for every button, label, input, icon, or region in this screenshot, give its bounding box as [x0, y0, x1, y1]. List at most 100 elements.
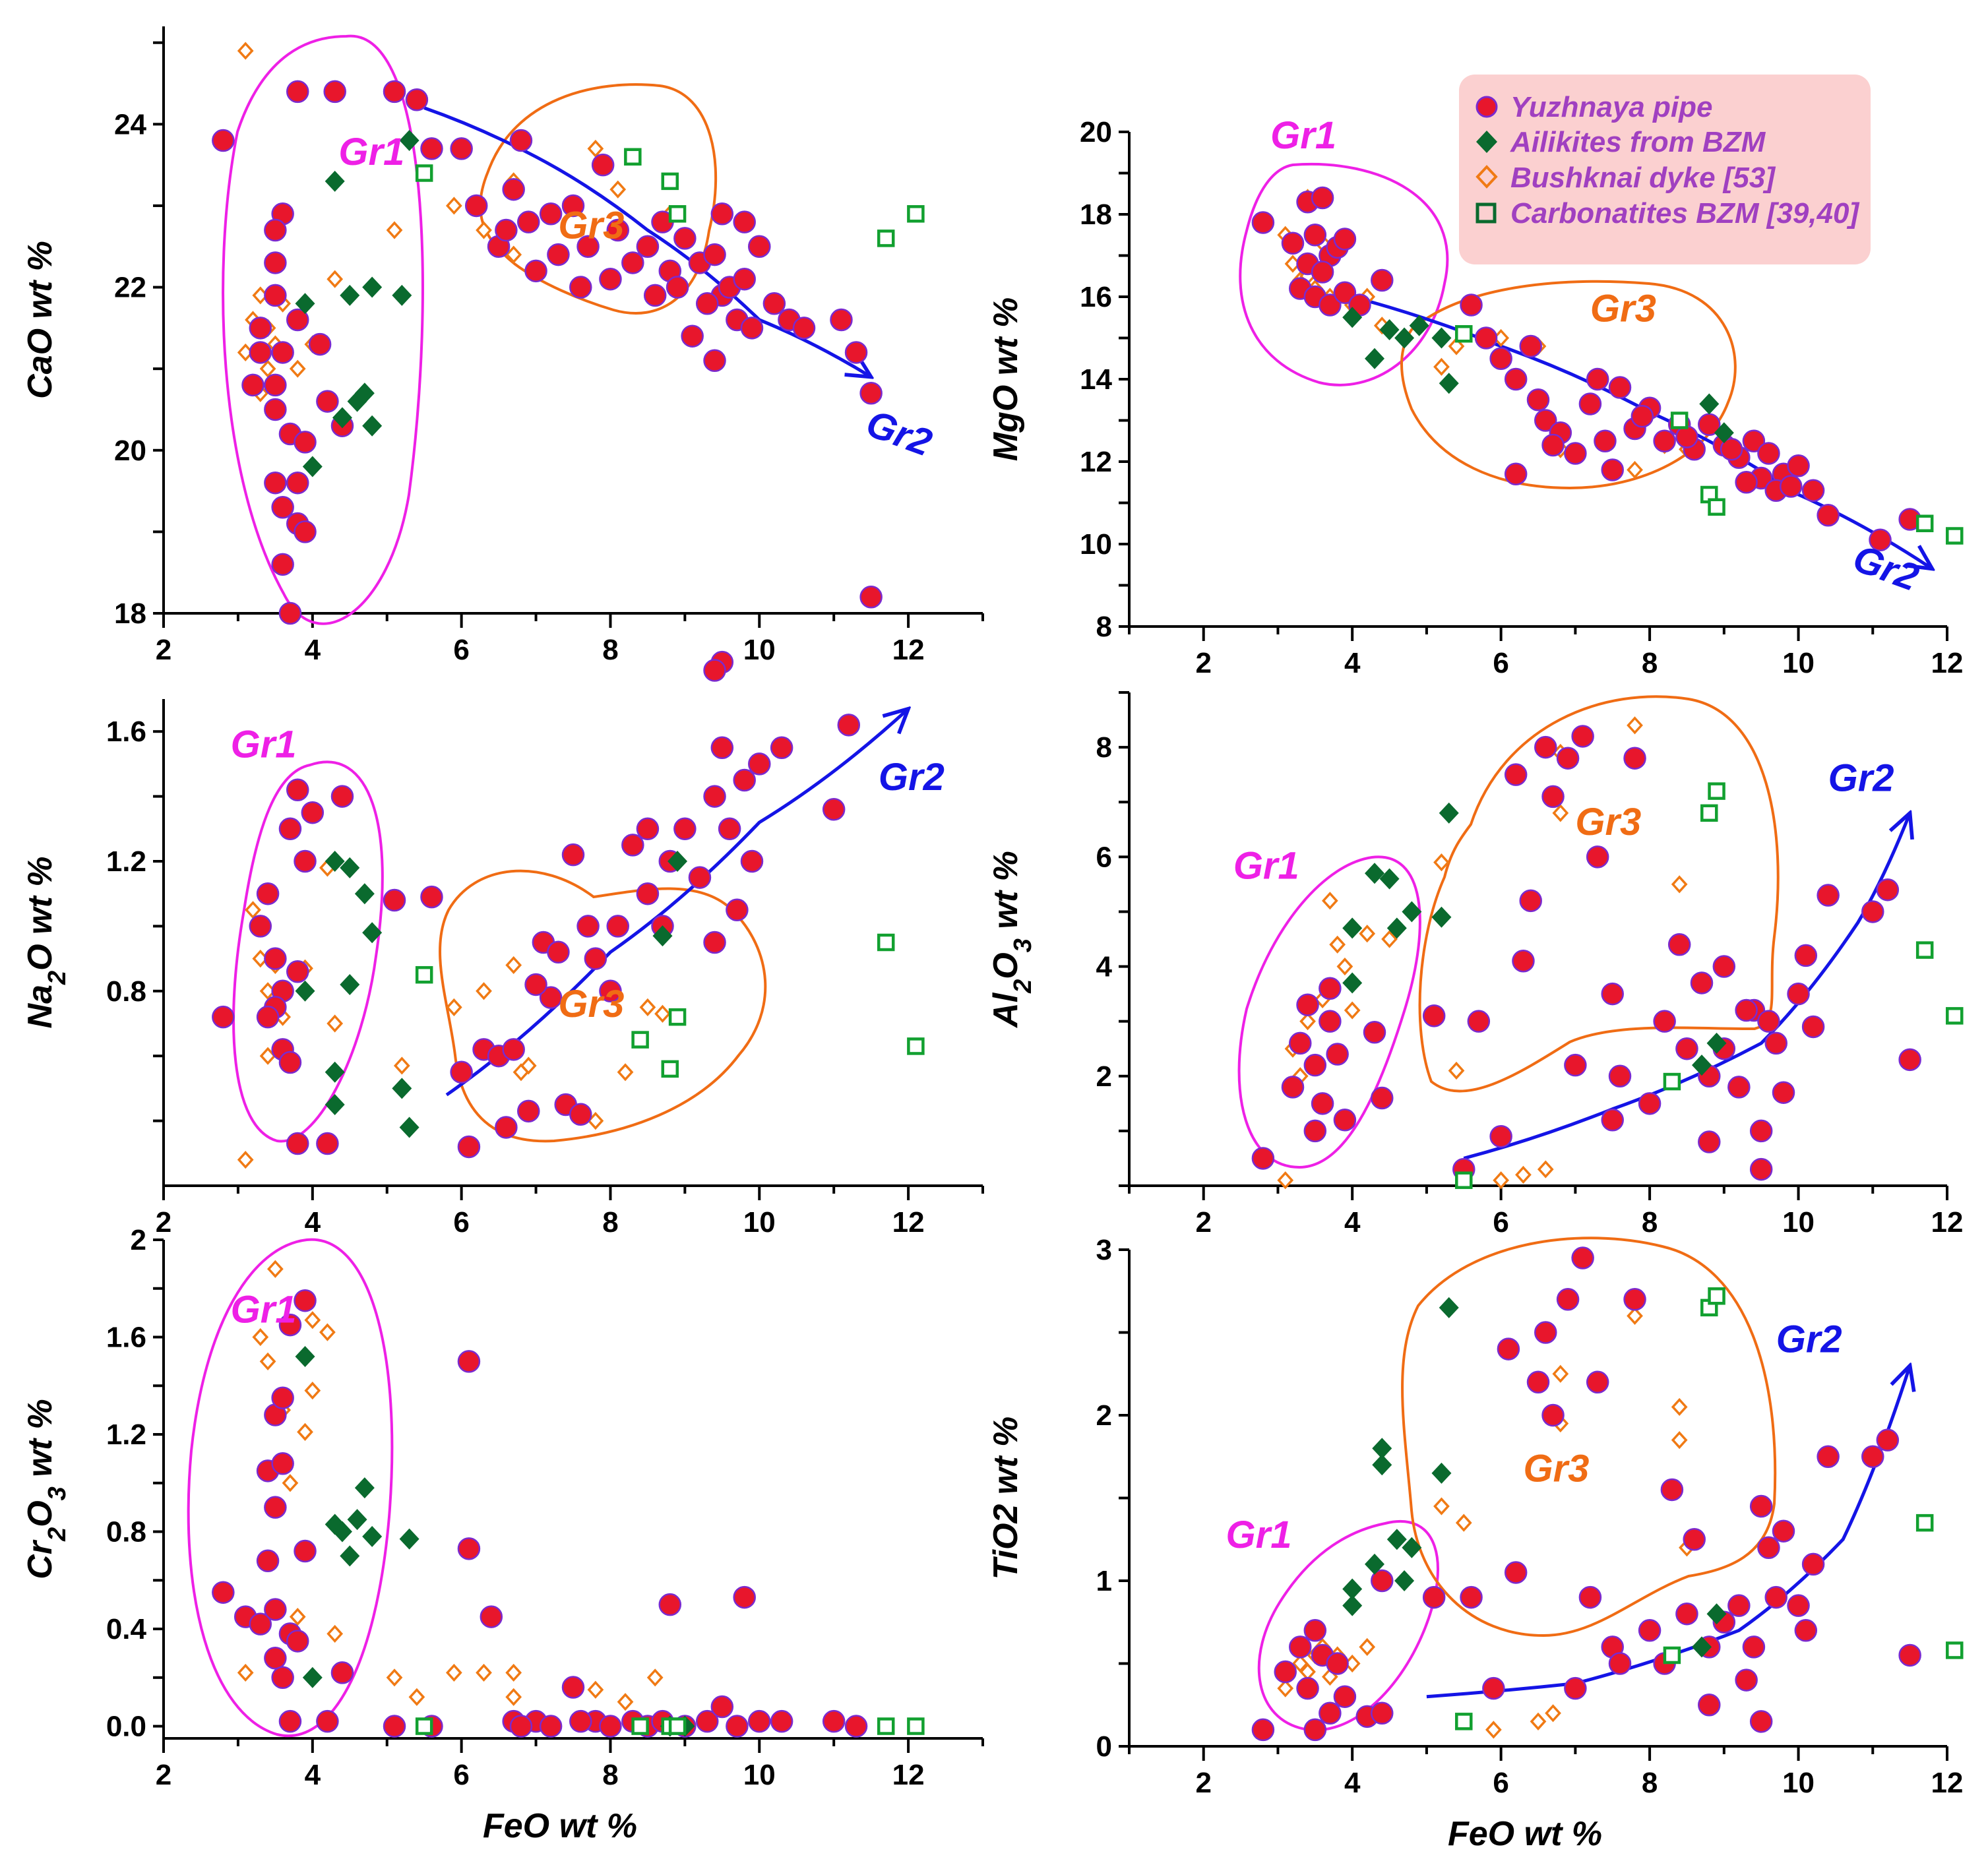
- yuzhnaya-point: [1534, 735, 1557, 759]
- group-label-gr3: Gr3: [1575, 801, 1641, 843]
- ailikite-point: [1365, 348, 1384, 369]
- carbonatite-point: [1670, 412, 1689, 429]
- yuzhnaya-point: [405, 88, 429, 111]
- yuzhnaya-point: [1371, 1086, 1394, 1110]
- yuzhnaya-point: [561, 843, 585, 867]
- gr2-trend-arrow: [1426, 1366, 1910, 1699]
- ailikite-point: [325, 1061, 345, 1083]
- bushknai-point: [1671, 1397, 1688, 1417]
- ailikite-point: [347, 1509, 367, 1531]
- ailikite-point: [1409, 315, 1429, 336]
- panel-cr2o3-vs-feo: 2 4 6 8 10 12 0.0 0.4 0.8 1.2 1.6 2 Cr2O3 wt % FeO wt…: [21, 1224, 984, 1845]
- yuzhnaya-point: [1303, 1053, 1327, 1077]
- yuzhnaya-point: [502, 1038, 525, 1061]
- carbonatite-point: [668, 205, 687, 223]
- y-tick-label: 1.6: [106, 1322, 146, 1354]
- yuzhnaya-point: [1817, 1445, 1840, 1468]
- legend-entry-ailikites: Ailikites from BZM: [1476, 126, 1766, 158]
- bushknai-point: [505, 956, 522, 975]
- y-tick-label: 1: [1096, 1565, 1112, 1597]
- legend: Yuzhnaya pipe Ailikites from BZM Bushkna…: [1459, 75, 1871, 264]
- legend-label: Carbonatites BZM [39,40]: [1510, 197, 1859, 229]
- yuzhnaya-point: [569, 1709, 592, 1733]
- carbonatite-point: [1946, 1641, 1964, 1659]
- yuzhnaya-point: [859, 586, 883, 609]
- carbonatite-point: [668, 1717, 687, 1735]
- yuzhnaya-point: [264, 218, 287, 242]
- y-tick-label: 18: [1080, 199, 1112, 231]
- yuzhnaya-point: [212, 129, 235, 152]
- ailikite-point: [302, 1666, 323, 1688]
- bushknai-point: [1552, 1364, 1569, 1383]
- x-tick-label: 4: [305, 1759, 321, 1791]
- yuzhnaya-point: [301, 801, 325, 824]
- bushknai-point: [587, 1680, 604, 1699]
- ailikite-point: [1439, 802, 1459, 824]
- bushknai-point: [476, 221, 492, 239]
- x-tick-label: 8: [602, 634, 618, 666]
- yuzhnaya-point: [1594, 429, 1617, 452]
- yuzhnaya-point: [1623, 1288, 1646, 1311]
- bushknai-point: [289, 1608, 306, 1626]
- legend-marker-open-square: [1475, 202, 1497, 224]
- yuzhnaya-point: [249, 1612, 272, 1636]
- yuzhnaya-point: [1764, 1585, 1787, 1609]
- yuzhnaya-point: [1526, 1370, 1550, 1394]
- yuzhnaya-point: [688, 866, 712, 889]
- legend-label: Bushknai dyke [53]: [1510, 162, 1776, 194]
- yuzhnaya-point: [1311, 1092, 1334, 1115]
- yuzhnaya-point: [271, 1666, 294, 1690]
- yuzhnaya-point: [1422, 1585, 1446, 1609]
- bushknai-point: [505, 1688, 522, 1706]
- yuzhnaya-point: [1735, 998, 1758, 1022]
- bushknai-point: [1485, 1721, 1502, 1739]
- yuzhnaya-point: [710, 202, 734, 226]
- gr2-trend-arrow: [423, 106, 871, 377]
- yuzhnaya-point: [1303, 1619, 1327, 1642]
- bushknai-point: [1433, 357, 1450, 376]
- bushknai-point: [245, 901, 261, 919]
- y-tick-label: 2: [1096, 1060, 1112, 1093]
- yuzhnaya-point: [517, 1099, 540, 1123]
- yuzhnaya-point: [636, 882, 660, 905]
- yuzhnaya-point: [1742, 429, 1766, 452]
- yuzhnaya-point: [286, 960, 309, 983]
- x-tick-label: 4: [1344, 1767, 1361, 1799]
- yuzhnaya-point: [1601, 458, 1624, 481]
- yuzhnaya-point: [294, 849, 317, 873]
- yuzhnaya-point: [718, 817, 741, 841]
- carbonatite-point: [907, 1717, 925, 1735]
- yuzhnaya-point: [420, 885, 443, 909]
- yuzhnaya-point: [1638, 1619, 1662, 1642]
- yuzhnaya-point: [286, 778, 309, 802]
- gr1-ellipse: [1257, 1519, 1439, 1732]
- yuzhnaya-point: [383, 888, 406, 912]
- yuzhnaya-point: [278, 601, 302, 625]
- yuzhnaya-point: [1787, 454, 1810, 477]
- x-tick-label: 8: [1642, 1767, 1658, 1799]
- ailikite-point: [392, 284, 412, 306]
- yuzhnaya-point: [1311, 186, 1334, 210]
- yuzhnaya-point: [1274, 1660, 1297, 1684]
- gr1-ellipse: [1239, 163, 1449, 386]
- yuzhnaya-point: [1571, 1246, 1594, 1269]
- yuzhnaya-point: [1660, 1478, 1684, 1502]
- x-tick-label: 8: [602, 1759, 618, 1791]
- ailikite-point: [325, 851, 345, 872]
- yuzhnaya-point: [576, 235, 600, 258]
- yuzhnaya-point: [1727, 1594, 1751, 1617]
- yuzhnaya-point: [599, 979, 622, 1003]
- yuzhnaya-point: [1608, 376, 1632, 399]
- yuzhnaya-point: [286, 1132, 309, 1155]
- yuzhnaya-point: [606, 218, 629, 242]
- yuzhnaya-point: [1482, 1676, 1505, 1700]
- ailikite-point: [1394, 327, 1415, 349]
- yuzhnaya-point: [249, 915, 272, 938]
- bushknai-point: [266, 1260, 284, 1278]
- x-tick-label: 4: [305, 1206, 321, 1238]
- yuzhnaya-point: [1541, 433, 1565, 457]
- yuzhnaya-point: [316, 1132, 339, 1155]
- x-tick-label: 12: [1931, 1767, 1964, 1799]
- ailikite-point: [354, 883, 375, 905]
